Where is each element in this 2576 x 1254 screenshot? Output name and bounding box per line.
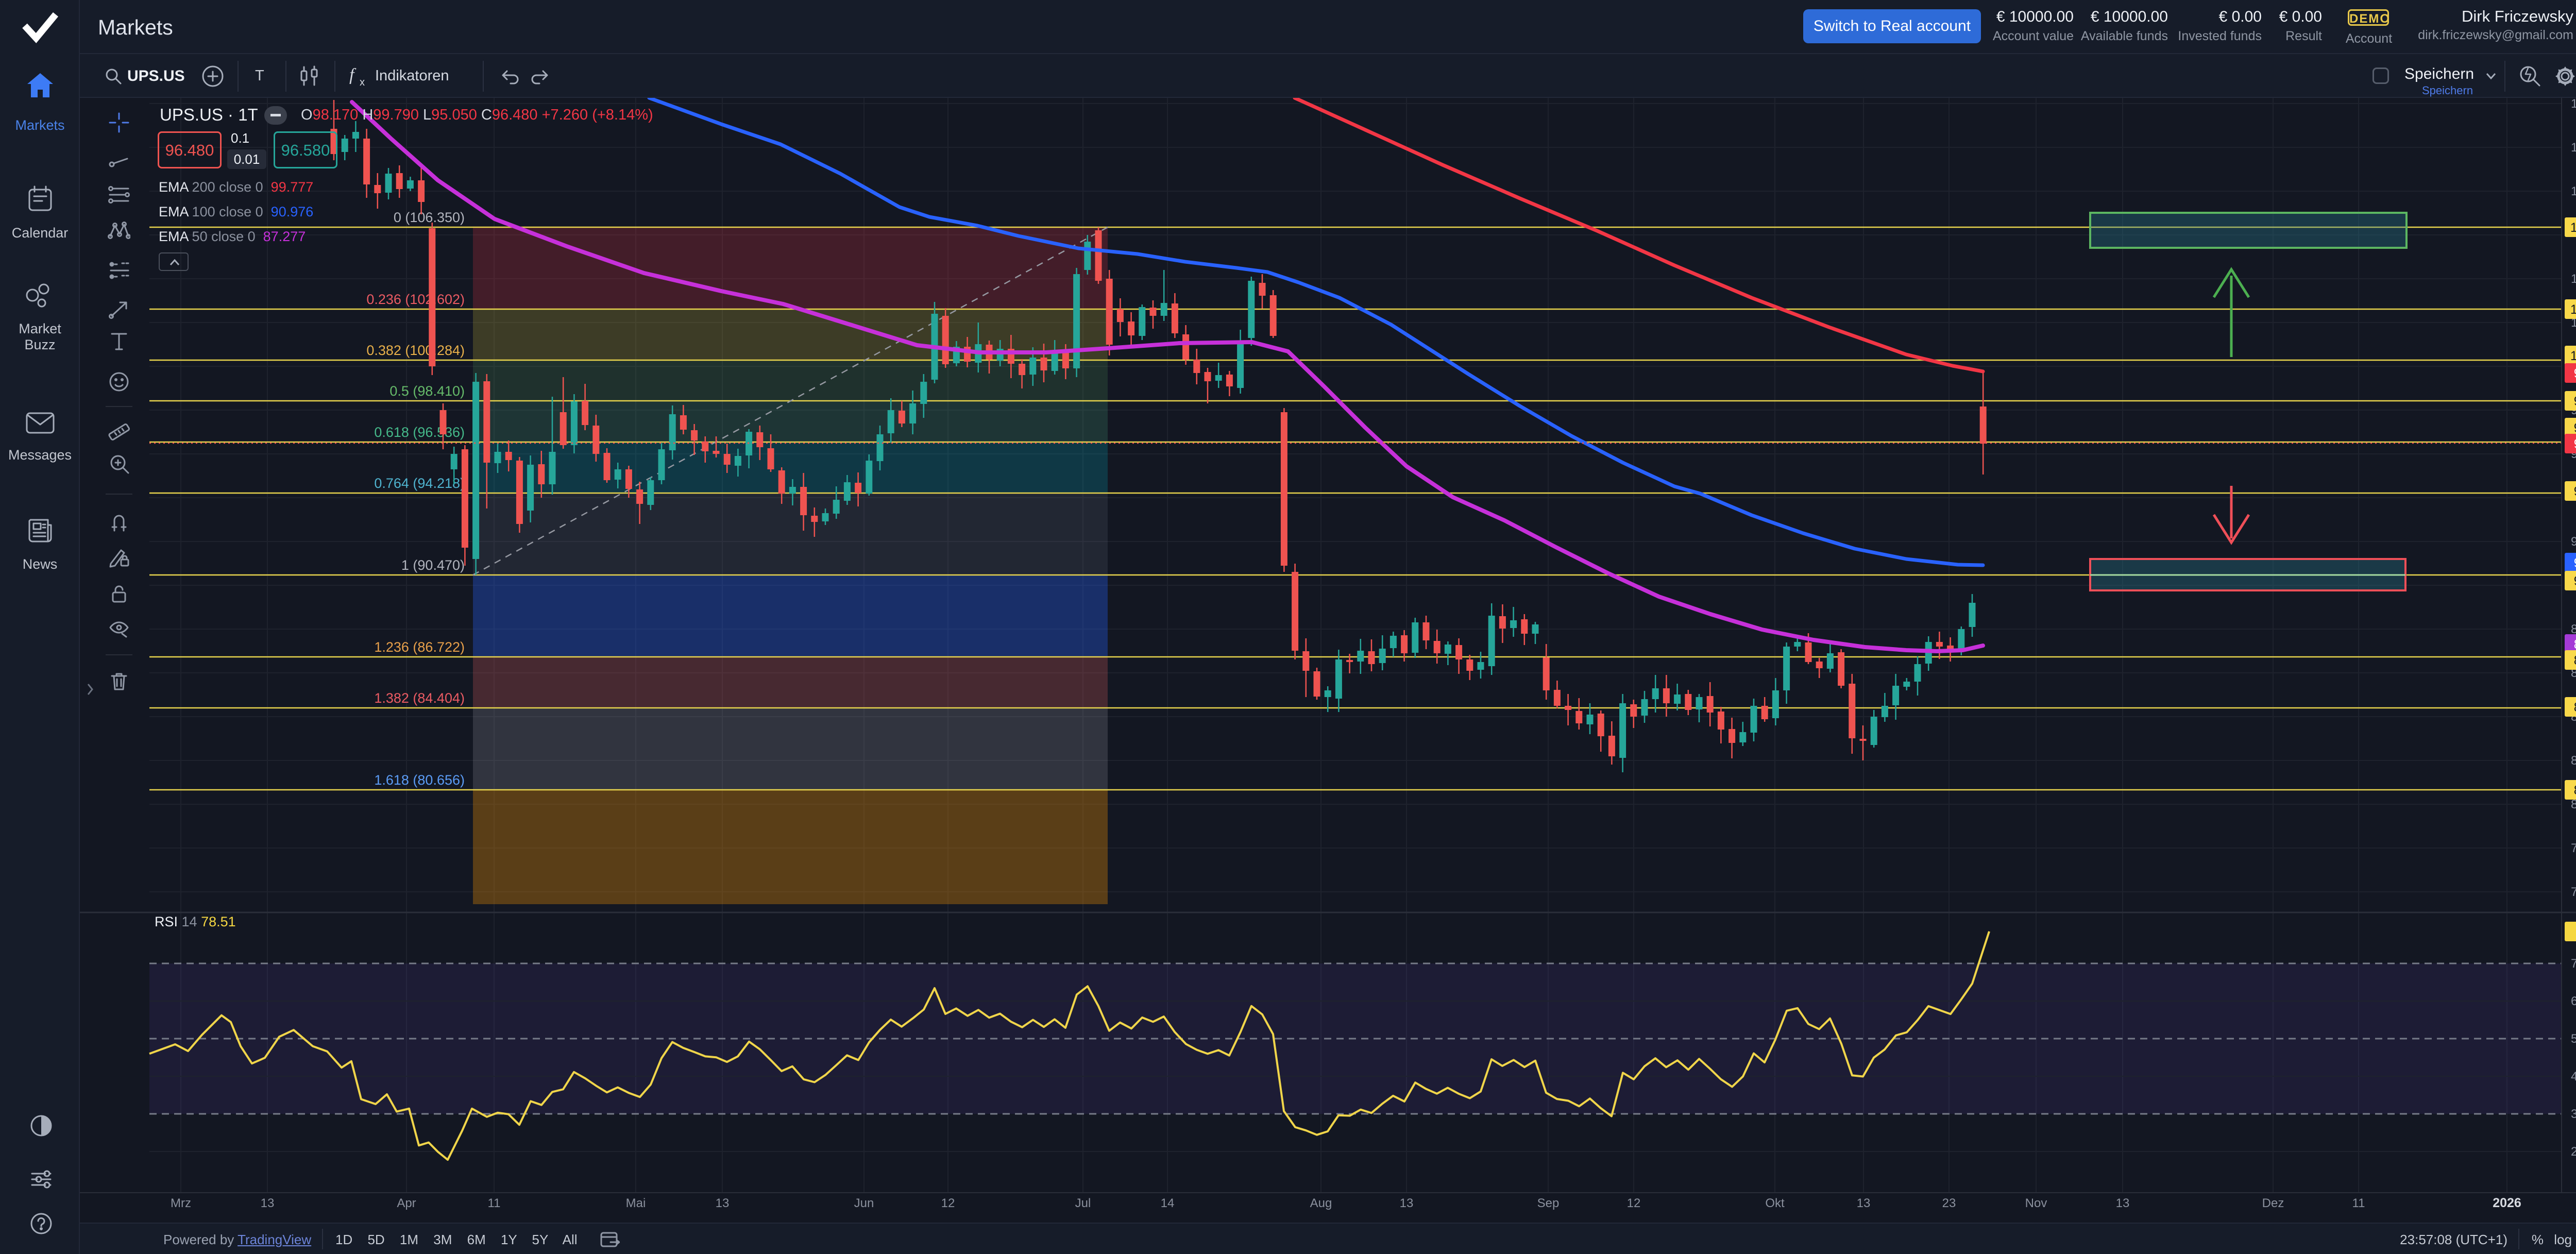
svg-text:87.277: 87.277 <box>2574 637 2576 652</box>
svg-text:Okt: Okt <box>1765 1196 1785 1210</box>
svg-text:0.236 (102.602): 0.236 (102.602) <box>366 292 465 307</box>
svg-text:110.000: 110.000 <box>2571 141 2576 155</box>
svg-text:100.284: 100.284 <box>2570 349 2576 363</box>
svg-text:Apr: Apr <box>397 1196 416 1210</box>
svg-text:23: 23 <box>1942 1196 1956 1210</box>
svg-text:99.777: 99.777 <box>2574 366 2576 381</box>
svg-text:Nov: Nov <box>2025 1196 2047 1210</box>
svg-text:30.00: 30.00 <box>2571 1107 2576 1121</box>
svg-text:14: 14 <box>1161 1196 1175 1210</box>
svg-text:11: 11 <box>488 1196 501 1210</box>
svg-text:13: 13 <box>1857 1196 1871 1210</box>
svg-text:12: 12 <box>941 1196 955 1210</box>
svg-text:0.618 (96.536): 0.618 (96.536) <box>374 425 465 440</box>
svg-text:40.00: 40.00 <box>2571 1070 2576 1083</box>
svg-text:Mrz: Mrz <box>171 1196 191 1210</box>
svg-text:50.00: 50.00 <box>2571 1032 2576 1046</box>
svg-text:1.618 (80.656): 1.618 (80.656) <box>374 772 465 788</box>
svg-text:Sep: Sep <box>1537 1196 1560 1210</box>
svg-text:76.000: 76.000 <box>2571 885 2576 899</box>
svg-text:13: 13 <box>2116 1196 2130 1210</box>
svg-text:86.722: 86.722 <box>2574 653 2576 668</box>
svg-text:13: 13 <box>716 1196 730 1210</box>
svg-text:Dez: Dez <box>2262 1196 2284 1210</box>
svg-text:12: 12 <box>1627 1196 1641 1210</box>
svg-text:102.602: 102.602 <box>2570 302 2576 317</box>
svg-text:1 (90.470): 1 (90.470) <box>401 557 465 573</box>
svg-text:x: x <box>360 77 365 88</box>
svg-text:Jun: Jun <box>854 1196 874 1210</box>
svg-text:112.000: 112.000 <box>2571 98 2576 111</box>
svg-text:108.000: 108.000 <box>2571 184 2576 198</box>
svg-text:0.5 (98.410): 0.5 (98.410) <box>389 383 465 399</box>
svg-text:13: 13 <box>261 1196 275 1210</box>
svg-text:1.382 (84.404): 1.382 (84.404) <box>374 690 465 706</box>
svg-text:84.000: 84.000 <box>2571 710 2576 724</box>
svg-text:98.410: 98.410 <box>2574 394 2576 409</box>
svg-text:94.218: 94.218 <box>2574 484 2576 499</box>
svg-text:Mai: Mai <box>626 1196 646 1210</box>
svg-text:20.00: 20.00 <box>2571 1145 2576 1159</box>
svg-text:f: f <box>349 65 357 84</box>
svg-text:82.000: 82.000 <box>2571 754 2576 768</box>
svg-text:13: 13 <box>1400 1196 1414 1210</box>
svg-text:Aug: Aug <box>1310 1196 1332 1210</box>
svg-text:80.656: 80.656 <box>2574 783 2576 798</box>
svg-text:2026: 2026 <box>2493 1196 2521 1210</box>
svg-text:102.000: 102.000 <box>2571 316 2576 330</box>
svg-text:92.000: 92.000 <box>2571 535 2576 549</box>
svg-text:90.976: 90.976 <box>2574 556 2576 570</box>
svg-text:0.764 (94.218): 0.764 (94.218) <box>374 476 465 491</box>
svg-text:1.236 (86.722): 1.236 (86.722) <box>374 639 465 655</box>
svg-text:84.404: 84.404 <box>2574 700 2576 715</box>
svg-text:78.000: 78.000 <box>2571 841 2576 855</box>
svg-text:96.480: 96.480 <box>2574 437 2576 451</box>
svg-text:80.000: 80.000 <box>2571 798 2576 811</box>
svg-text:88.000: 88.000 <box>2571 622 2576 636</box>
svg-text:90.470: 90.470 <box>2574 574 2576 588</box>
svg-text:0 (106.350): 0 (106.350) <box>394 210 465 225</box>
svg-text:96.000: 96.000 <box>2571 447 2576 461</box>
svg-text:106.350: 106.350 <box>2570 221 2576 235</box>
svg-text:Jul: Jul <box>1075 1196 1091 1210</box>
svg-text:60.00: 60.00 <box>2571 994 2576 1008</box>
svg-text:96.536: 96.536 <box>2574 421 2576 435</box>
svg-text:86.000: 86.000 <box>2571 666 2576 680</box>
svg-text:11: 11 <box>2352 1196 2365 1210</box>
svg-text:0.382 (100.284): 0.382 (100.284) <box>366 343 465 358</box>
svg-text:104.000: 104.000 <box>2571 272 2576 286</box>
svg-text:70.00: 70.00 <box>2571 957 2576 971</box>
